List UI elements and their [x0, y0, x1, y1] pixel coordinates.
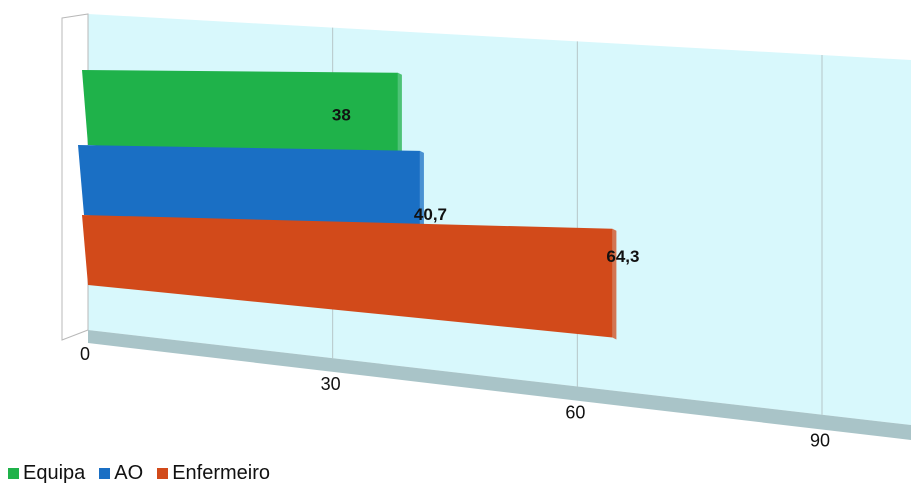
legend-label-ao: AO	[114, 462, 143, 485]
data-label-enfermeiro: 64,3	[606, 247, 639, 266]
data-label-equipa: 38	[332, 106, 351, 125]
x-tick-label: 30	[321, 374, 341, 394]
legend-item-equipa: Equipa	[8, 462, 85, 485]
legend-swatch-enfermeiro	[157, 468, 168, 479]
legend-item-enfermeiro: Enfermeiro	[157, 462, 270, 485]
data-label-ao: 40,7	[414, 205, 447, 224]
x-tick-label: 0	[80, 344, 90, 364]
legend: Equipa AO Enfermeiro	[8, 462, 284, 484]
legend-swatch-ao	[99, 468, 110, 479]
x-tick-label: 90	[810, 431, 830, 451]
legend-swatch-equipa	[8, 468, 19, 479]
x-tick-label: 60	[565, 402, 585, 422]
bar-enfermeiro-side	[612, 229, 616, 340]
legend-label-enfermeiro: Enfermeiro	[172, 462, 270, 485]
legend-label-equipa: Equipa	[23, 462, 85, 485]
legend-item-ao: AO	[99, 462, 143, 485]
